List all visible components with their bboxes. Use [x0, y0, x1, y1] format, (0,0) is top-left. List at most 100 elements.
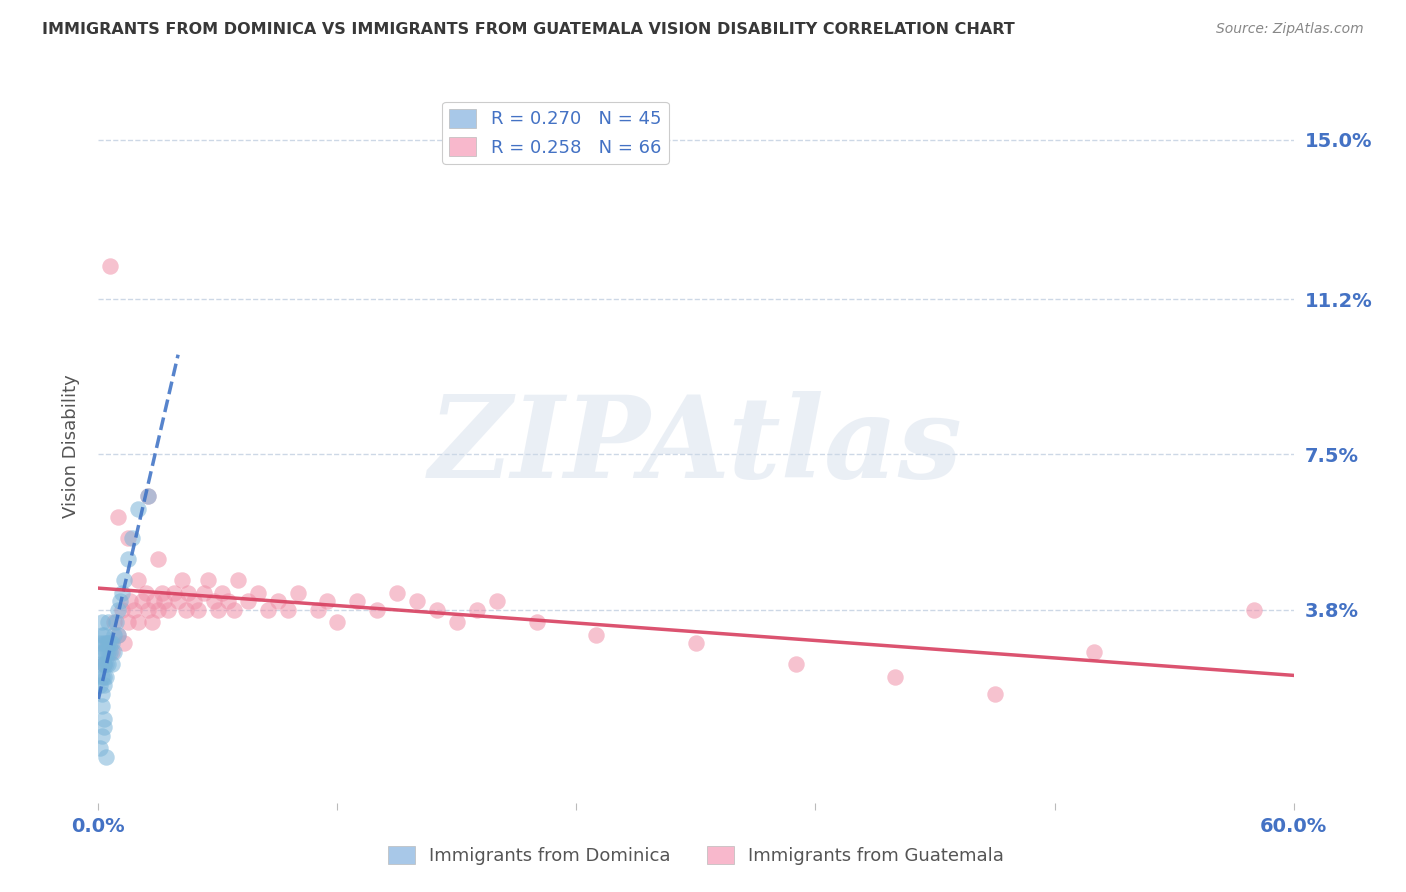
Point: [97, 615, 120, 630]
Point: [236, 594, 259, 608]
Point: [91, 645, 114, 659]
Point: [465, 603, 488, 617]
Point: [222, 603, 245, 617]
Point: [256, 603, 278, 617]
Point: [117, 532, 139, 546]
Point: [100, 259, 122, 273]
Point: [97, 636, 120, 650]
Point: [136, 603, 159, 617]
Point: [136, 489, 159, 503]
Point: [127, 574, 149, 588]
Point: [193, 586, 215, 600]
Point: [174, 603, 197, 617]
Text: Source: ZipAtlas.com: Source: ZipAtlas.com: [1216, 22, 1364, 37]
Y-axis label: Vision Disability: Vision Disability: [62, 374, 80, 518]
Point: [111, 586, 134, 600]
Point: [100, 645, 122, 659]
Point: [127, 615, 149, 630]
Point: [217, 594, 239, 608]
Point: [91, 699, 114, 714]
Point: [112, 636, 135, 650]
Point: [89, 678, 111, 692]
Point: [136, 489, 159, 503]
Point: [526, 615, 548, 630]
Point: [120, 594, 142, 608]
Point: [124, 603, 146, 617]
Point: [91, 670, 114, 684]
Point: [117, 615, 139, 630]
Point: [426, 603, 449, 617]
Point: [117, 552, 139, 566]
Point: [202, 594, 225, 608]
Point: [197, 574, 219, 588]
Point: [96, 670, 118, 684]
Point: [93, 670, 115, 684]
Point: [172, 574, 194, 588]
Point: [150, 586, 173, 600]
Point: [91, 687, 114, 701]
Point: [485, 594, 508, 608]
Point: [226, 574, 249, 588]
Point: [105, 615, 128, 630]
Point: [246, 586, 269, 600]
Point: [685, 636, 707, 650]
Point: [141, 615, 163, 630]
Point: [101, 636, 124, 650]
Text: IMMIGRANTS FROM DOMINICA VS IMMIGRANTS FROM GUATEMALA VISION DISABILITY CORRELAT: IMMIGRANTS FROM DOMINICA VS IMMIGRANTS F…: [42, 22, 1015, 37]
Point: [97, 657, 120, 672]
Point: [111, 603, 134, 617]
Point: [984, 687, 1007, 701]
Point: [91, 729, 114, 743]
Legend: Immigrants from Dominica, Immigrants from Guatemala: Immigrants from Dominica, Immigrants fro…: [381, 838, 1011, 872]
Point: [207, 603, 229, 617]
Point: [153, 594, 176, 608]
Point: [101, 645, 124, 659]
Point: [346, 594, 368, 608]
Point: [101, 657, 124, 672]
Point: [93, 636, 115, 650]
Point: [211, 586, 233, 600]
Point: [107, 510, 129, 524]
Point: [785, 657, 807, 672]
Point: [326, 615, 349, 630]
Point: [93, 628, 115, 642]
Point: [277, 603, 299, 617]
Point: [103, 645, 125, 659]
Point: [183, 594, 205, 608]
Point: [89, 657, 111, 672]
Point: [1243, 603, 1265, 617]
Point: [143, 594, 166, 608]
Point: [103, 615, 125, 630]
Point: [96, 636, 118, 650]
Point: [110, 594, 132, 608]
Point: [1083, 645, 1105, 659]
Point: [287, 586, 309, 600]
Point: [267, 594, 290, 608]
Point: [135, 586, 157, 600]
Point: [96, 657, 118, 672]
Point: [93, 678, 115, 692]
Point: [187, 603, 209, 617]
Point: [148, 603, 170, 617]
Point: [884, 670, 907, 684]
Point: [446, 615, 468, 630]
Point: [121, 532, 143, 546]
Point: [163, 586, 186, 600]
Point: [366, 603, 388, 617]
Point: [585, 628, 607, 642]
Point: [93, 712, 115, 726]
Point: [89, 741, 111, 756]
Point: [157, 603, 180, 617]
Point: [103, 628, 125, 642]
Point: [93, 657, 115, 672]
Point: [177, 586, 200, 600]
Point: [131, 594, 153, 608]
Point: [127, 502, 149, 516]
Point: [100, 636, 122, 650]
Point: [91, 615, 114, 630]
Point: [93, 657, 115, 672]
Point: [93, 645, 115, 659]
Point: [96, 645, 118, 659]
Point: [97, 645, 120, 659]
Point: [406, 594, 429, 608]
